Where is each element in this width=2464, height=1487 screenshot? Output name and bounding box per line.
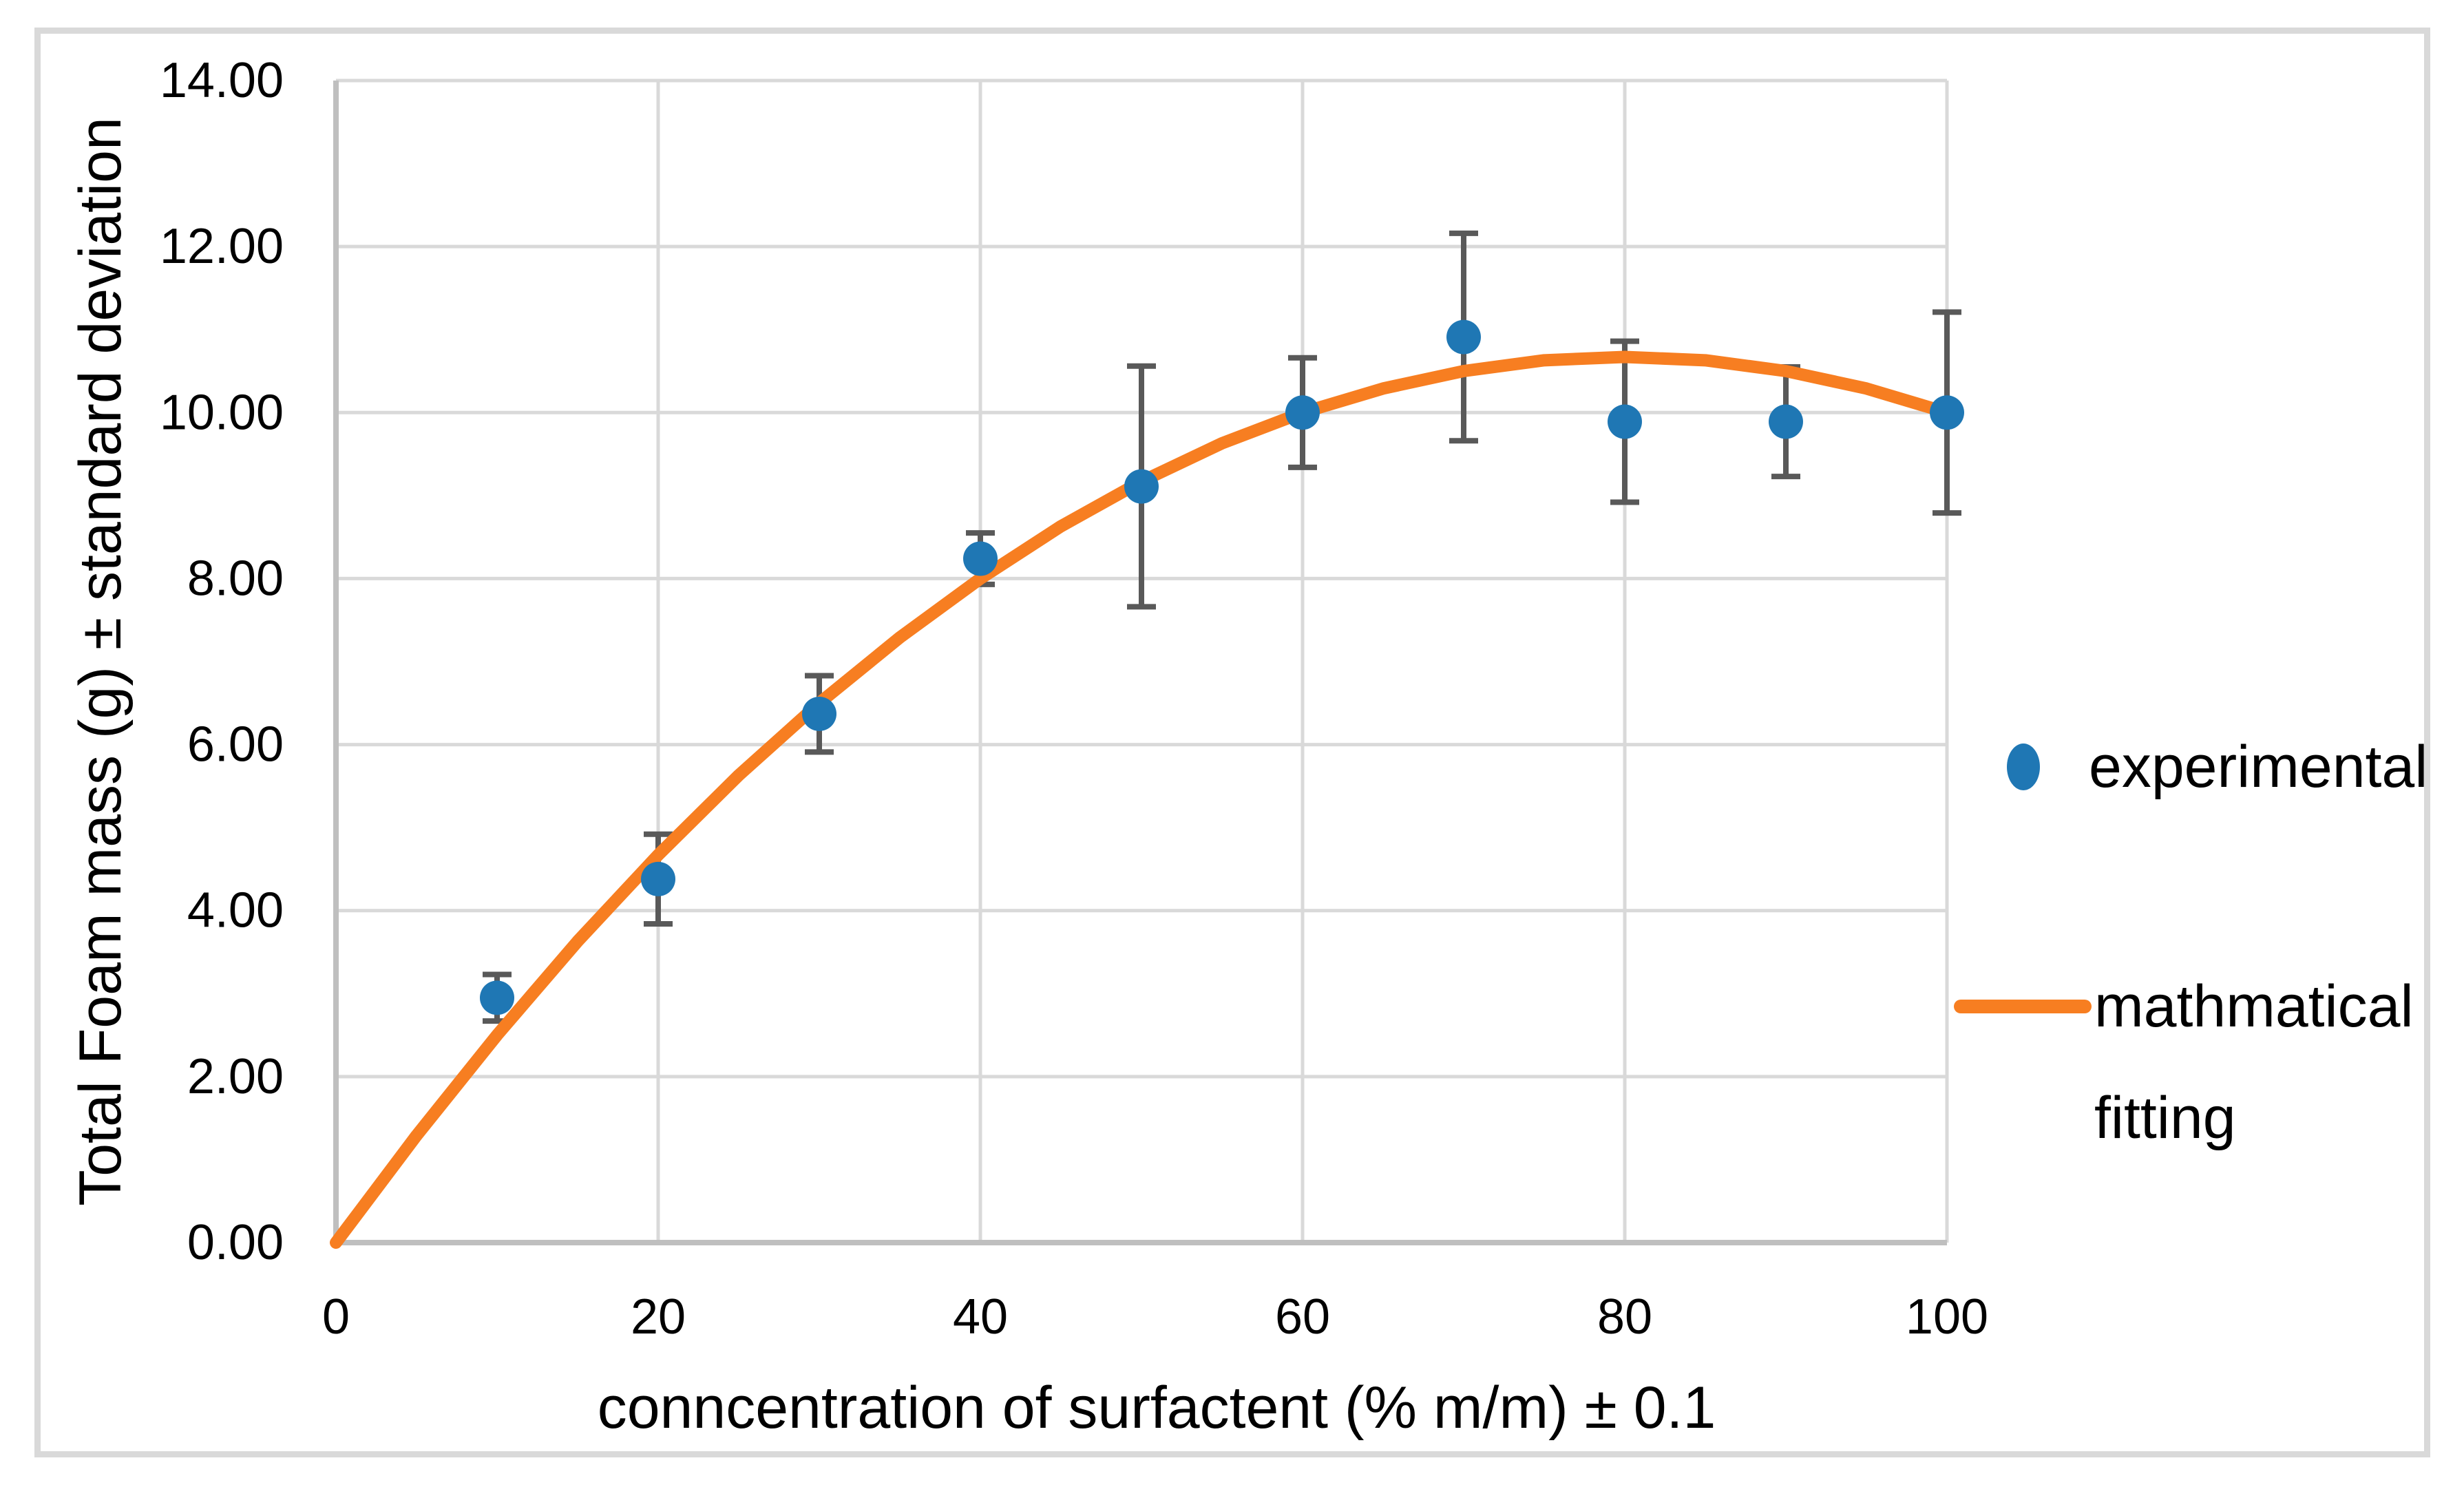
y-tick-label: 0.00 <box>187 1215 284 1270</box>
x-tick-label: 100 <box>1906 1289 1988 1344</box>
data-point <box>1930 395 1964 430</box>
x-tick-label: 20 <box>631 1289 686 1344</box>
data-point <box>1446 319 1481 355</box>
axis-lines <box>333 81 1947 1245</box>
legend: experimental mathmatical fitting <box>1954 734 2428 1151</box>
data-point <box>1124 469 1159 504</box>
data-point <box>963 541 998 576</box>
y-axis-title: Total Foam mass (g) ± standard deviation <box>67 117 134 1206</box>
x-axis-title: conncentration of surfactent (% m/m) ± 0… <box>598 1375 1716 1441</box>
y-tick-label: 12.00 <box>160 219 284 274</box>
y-tick-label: 4.00 <box>187 883 284 938</box>
data-point <box>802 696 836 731</box>
x-tick-label: 40 <box>953 1289 1008 1344</box>
y-tick-label: 8.00 <box>187 551 284 606</box>
data-point <box>1769 404 1803 439</box>
x-tick-label: 0 <box>322 1289 350 1344</box>
data-point <box>480 980 514 1015</box>
y-tick-labels: 0.00 2.00 4.00 6.00 8.00 10.00 12.00 14.00 <box>160 53 284 1270</box>
y-tick-label: 10.00 <box>160 385 284 440</box>
data-point <box>641 861 675 896</box>
x-tick-label: 80 <box>1597 1289 1652 1344</box>
legend-label-mathmatical-fitting-line1: mathmatical <box>2094 973 2414 1040</box>
y-tick-label: 2.00 <box>187 1049 284 1104</box>
data-point <box>1285 395 1320 430</box>
legend-marker-experimental-icon <box>2007 744 2040 790</box>
y-tick-label: 6.00 <box>187 717 284 772</box>
gridlines <box>336 78 1949 1243</box>
legend-label-mathmatical-fitting-line2: fitting <box>2094 1085 2236 1151</box>
x-tick-label: 60 <box>1275 1289 1330 1344</box>
data-point <box>1608 404 1642 439</box>
figure-border <box>34 28 2430 1457</box>
x-tick-labels: 0 20 40 60 80 100 <box>322 1289 1988 1344</box>
error-bars <box>483 230 1961 1024</box>
experimental-points <box>480 319 1964 1015</box>
y-tick-label: 14.00 <box>160 53 284 108</box>
legend-label-experimental: experimental <box>2089 734 2428 800</box>
